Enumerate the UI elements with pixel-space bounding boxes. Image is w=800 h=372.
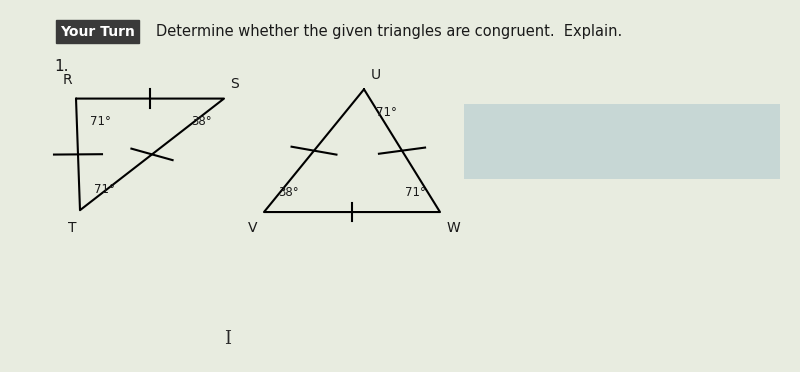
Text: 71°: 71° [376,106,397,119]
Text: Determine whether the given triangles are congruent.  Explain.: Determine whether the given triangles ar… [156,24,622,39]
Text: 38°: 38° [191,115,212,128]
Text: 71°: 71° [405,186,426,199]
Bar [464,104,780,179]
Text: 38°: 38° [278,186,299,199]
Text: W: W [446,221,460,235]
Text: V: V [248,221,258,235]
Text: 1.: 1. [54,60,69,74]
Text: T: T [67,221,76,235]
Text: R: R [62,73,72,87]
Text: I: I [225,330,231,348]
Text: U: U [370,68,381,82]
Text: S: S [230,77,239,91]
Text: 71°: 71° [94,183,115,196]
Text: 71°: 71° [90,115,111,128]
Text: Your Turn: Your Turn [60,25,135,39]
